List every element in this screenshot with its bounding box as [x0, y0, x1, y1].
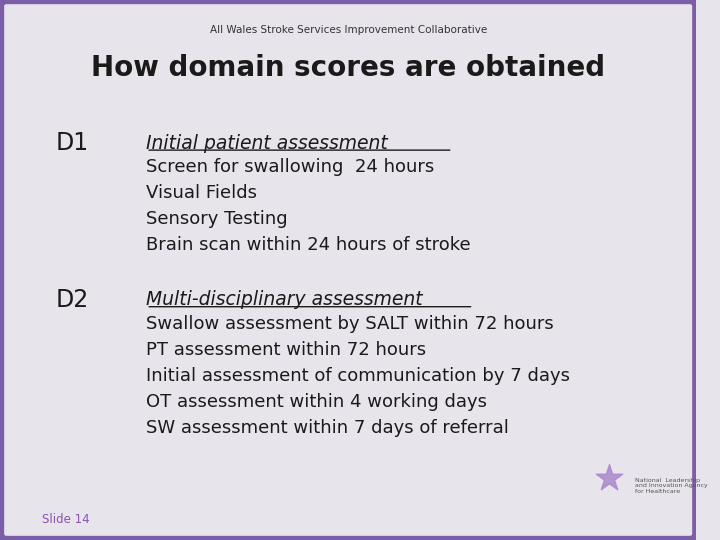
Point — [603, 474, 615, 482]
Text: OT assessment within 4 working days: OT assessment within 4 working days — [146, 393, 487, 411]
Text: Initial assessment of communication by 7 days: Initial assessment of communication by 7… — [146, 367, 570, 385]
Text: Sensory Testing: Sensory Testing — [146, 210, 288, 228]
FancyBboxPatch shape — [0, 0, 696, 540]
Text: SW assessment within 7 days of referral: SW assessment within 7 days of referral — [146, 418, 509, 437]
Text: D1: D1 — [55, 131, 89, 155]
Text: Slide 14: Slide 14 — [42, 513, 89, 526]
Text: Brain scan within 24 hours of stroke: Brain scan within 24 hours of stroke — [146, 236, 471, 254]
Text: D2: D2 — [55, 288, 89, 312]
Text: Initial patient assessment: Initial patient assessment — [146, 133, 388, 153]
Text: Swallow assessment by SALT within 72 hours: Swallow assessment by SALT within 72 hou… — [146, 315, 554, 333]
Text: National  Leadership
and Innovation Agency
for Healthcare: National Leadership and Innovation Agenc… — [635, 478, 708, 494]
Text: Multi-disciplinary assessment: Multi-disciplinary assessment — [146, 290, 423, 309]
Text: Screen for swallowing  24 hours: Screen for swallowing 24 hours — [146, 158, 434, 177]
Text: All Wales Stroke Services Improvement Collaborative: All Wales Stroke Services Improvement Co… — [210, 25, 487, 35]
Text: PT assessment within 72 hours: PT assessment within 72 hours — [146, 341, 426, 359]
Text: Visual Fields: Visual Fields — [146, 184, 257, 202]
Text: How domain scores are obtained: How domain scores are obtained — [91, 53, 606, 82]
